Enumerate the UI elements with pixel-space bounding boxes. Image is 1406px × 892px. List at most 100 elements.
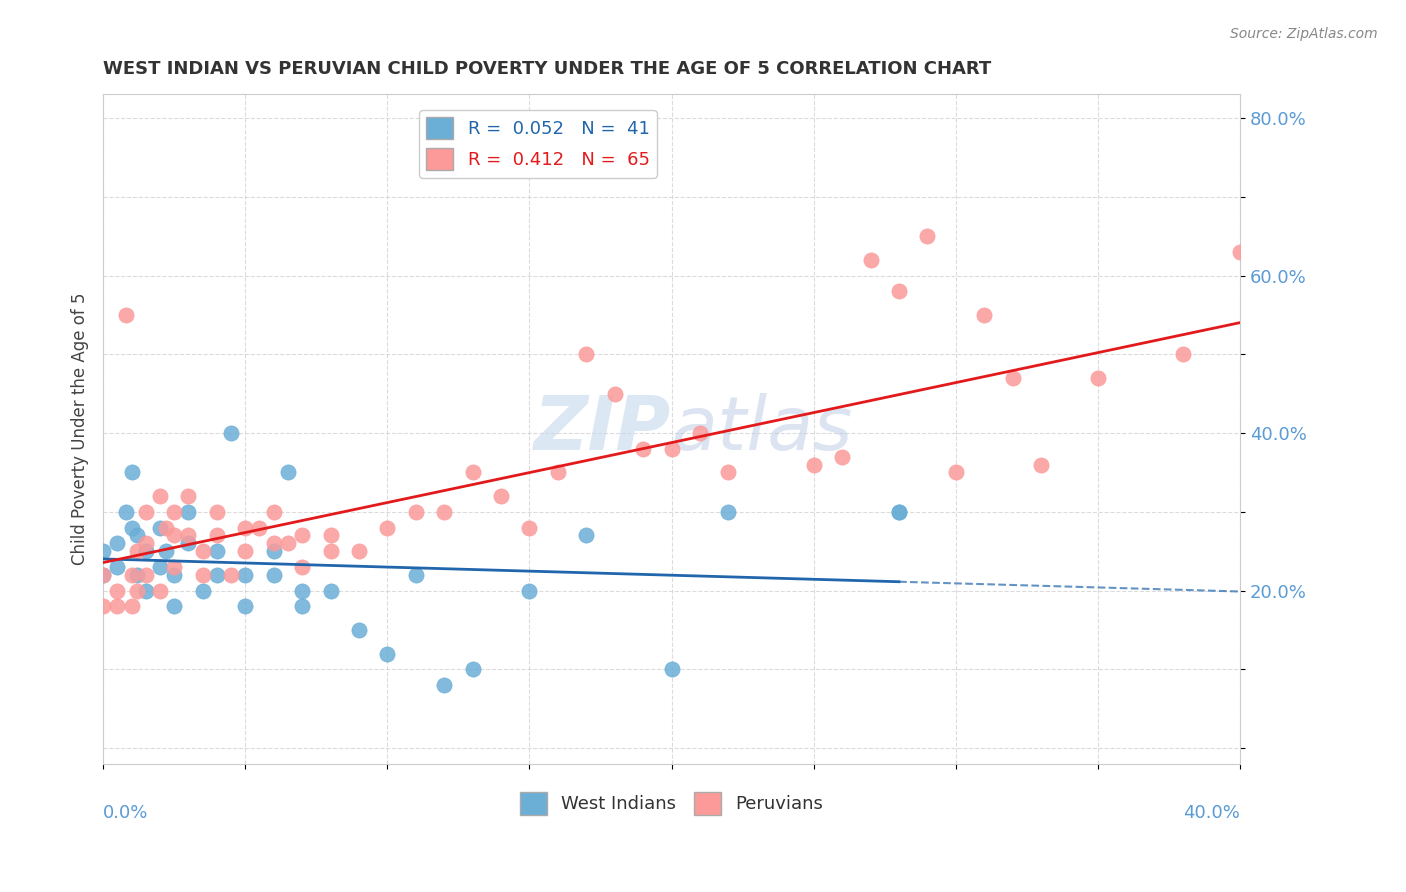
Point [155, 520, 177, 534]
Point [461, 466, 484, 480]
Point [177, 505, 200, 519]
Point [205, 505, 228, 519]
Point [105, 536, 128, 550]
Point [377, 520, 399, 534]
Point [263, 544, 285, 558]
Point [575, 347, 598, 361]
Point [121, 466, 143, 480]
Point [233, 567, 256, 582]
Point [135, 567, 157, 582]
Point [105, 599, 128, 614]
Point [631, 442, 654, 456]
Point [127, 528, 149, 542]
Point [1399, 386, 1406, 401]
Point [163, 528, 186, 542]
Point [205, 528, 228, 542]
Point [575, 528, 598, 542]
Point [191, 544, 214, 558]
Point [319, 528, 342, 542]
Point [291, 599, 314, 614]
Point [233, 599, 256, 614]
Point [277, 536, 299, 550]
Legend: West Indians, Peruvians: West Indians, Peruvians [512, 785, 831, 822]
Point [347, 544, 370, 558]
Point [135, 583, 157, 598]
Point [121, 520, 143, 534]
Point [177, 528, 200, 542]
Point [945, 466, 967, 480]
Point [205, 544, 228, 558]
Point [249, 520, 271, 534]
Point [163, 560, 186, 574]
Text: Source: ZipAtlas.com: Source: ZipAtlas.com [1230, 27, 1378, 41]
Point [661, 442, 683, 456]
Point [717, 466, 740, 480]
Point [603, 386, 626, 401]
Point [163, 599, 186, 614]
Point [519, 583, 541, 598]
Point [887, 505, 910, 519]
Point [91, 567, 114, 582]
Point [405, 505, 427, 519]
Point [177, 489, 200, 503]
Point [91, 544, 114, 558]
Point [973, 308, 995, 322]
Point [347, 623, 370, 637]
Point [233, 520, 256, 534]
Point [149, 560, 172, 574]
Point [803, 458, 825, 472]
Point [1285, 316, 1308, 330]
Point [291, 528, 314, 542]
Point [91, 567, 114, 582]
Point [219, 567, 242, 582]
Point [121, 567, 143, 582]
Point [191, 583, 214, 598]
Point [291, 560, 314, 574]
Point [163, 505, 186, 519]
Point [149, 583, 172, 598]
Point [127, 544, 149, 558]
Point [105, 560, 128, 574]
Point [127, 567, 149, 582]
Point [149, 520, 172, 534]
Point [519, 520, 541, 534]
Point [127, 583, 149, 598]
Point [155, 544, 177, 558]
Text: 0.0%: 0.0% [103, 804, 149, 822]
Point [277, 466, 299, 480]
Point [163, 567, 186, 582]
Point [191, 567, 214, 582]
Text: 40.0%: 40.0% [1184, 804, 1240, 822]
Point [291, 583, 314, 598]
Point [1343, 252, 1365, 267]
Point [433, 505, 456, 519]
Point [461, 662, 484, 676]
Point [1029, 458, 1052, 472]
Point [233, 544, 256, 558]
Point [859, 252, 882, 267]
Point [547, 466, 569, 480]
Point [433, 678, 456, 692]
Point [263, 567, 285, 582]
Point [135, 505, 157, 519]
Text: ZIP: ZIP [534, 392, 672, 466]
Point [121, 599, 143, 614]
Text: WEST INDIAN VS PERUVIAN CHILD POVERTY UNDER THE AGE OF 5 CORRELATION CHART: WEST INDIAN VS PERUVIAN CHILD POVERTY UN… [103, 60, 991, 78]
Point [689, 426, 711, 441]
Point [149, 489, 172, 503]
Point [887, 285, 910, 299]
Point [1087, 371, 1109, 385]
Point [1173, 347, 1195, 361]
Point [377, 647, 399, 661]
Point [887, 505, 910, 519]
Point [917, 229, 939, 244]
Point [91, 599, 114, 614]
Y-axis label: Child Poverty Under the Age of 5: Child Poverty Under the Age of 5 [72, 293, 89, 566]
Point [177, 536, 200, 550]
Text: atlas: atlas [672, 393, 853, 465]
Point [205, 567, 228, 582]
Point [1371, 300, 1393, 314]
Point [263, 505, 285, 519]
Point [831, 450, 853, 464]
Point [135, 544, 157, 558]
